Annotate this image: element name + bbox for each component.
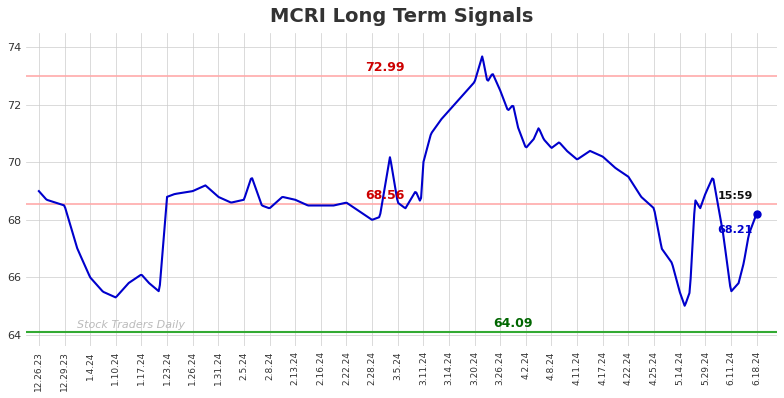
Text: 64.09: 64.09: [493, 317, 533, 330]
Text: 68.21: 68.21: [717, 224, 753, 234]
Text: 68.56: 68.56: [365, 189, 405, 202]
Text: Stock Traders Daily: Stock Traders Daily: [78, 320, 185, 330]
Text: 15:59: 15:59: [717, 191, 753, 201]
Text: 72.99: 72.99: [365, 61, 405, 74]
Title: MCRI Long Term Signals: MCRI Long Term Signals: [270, 7, 533, 26]
